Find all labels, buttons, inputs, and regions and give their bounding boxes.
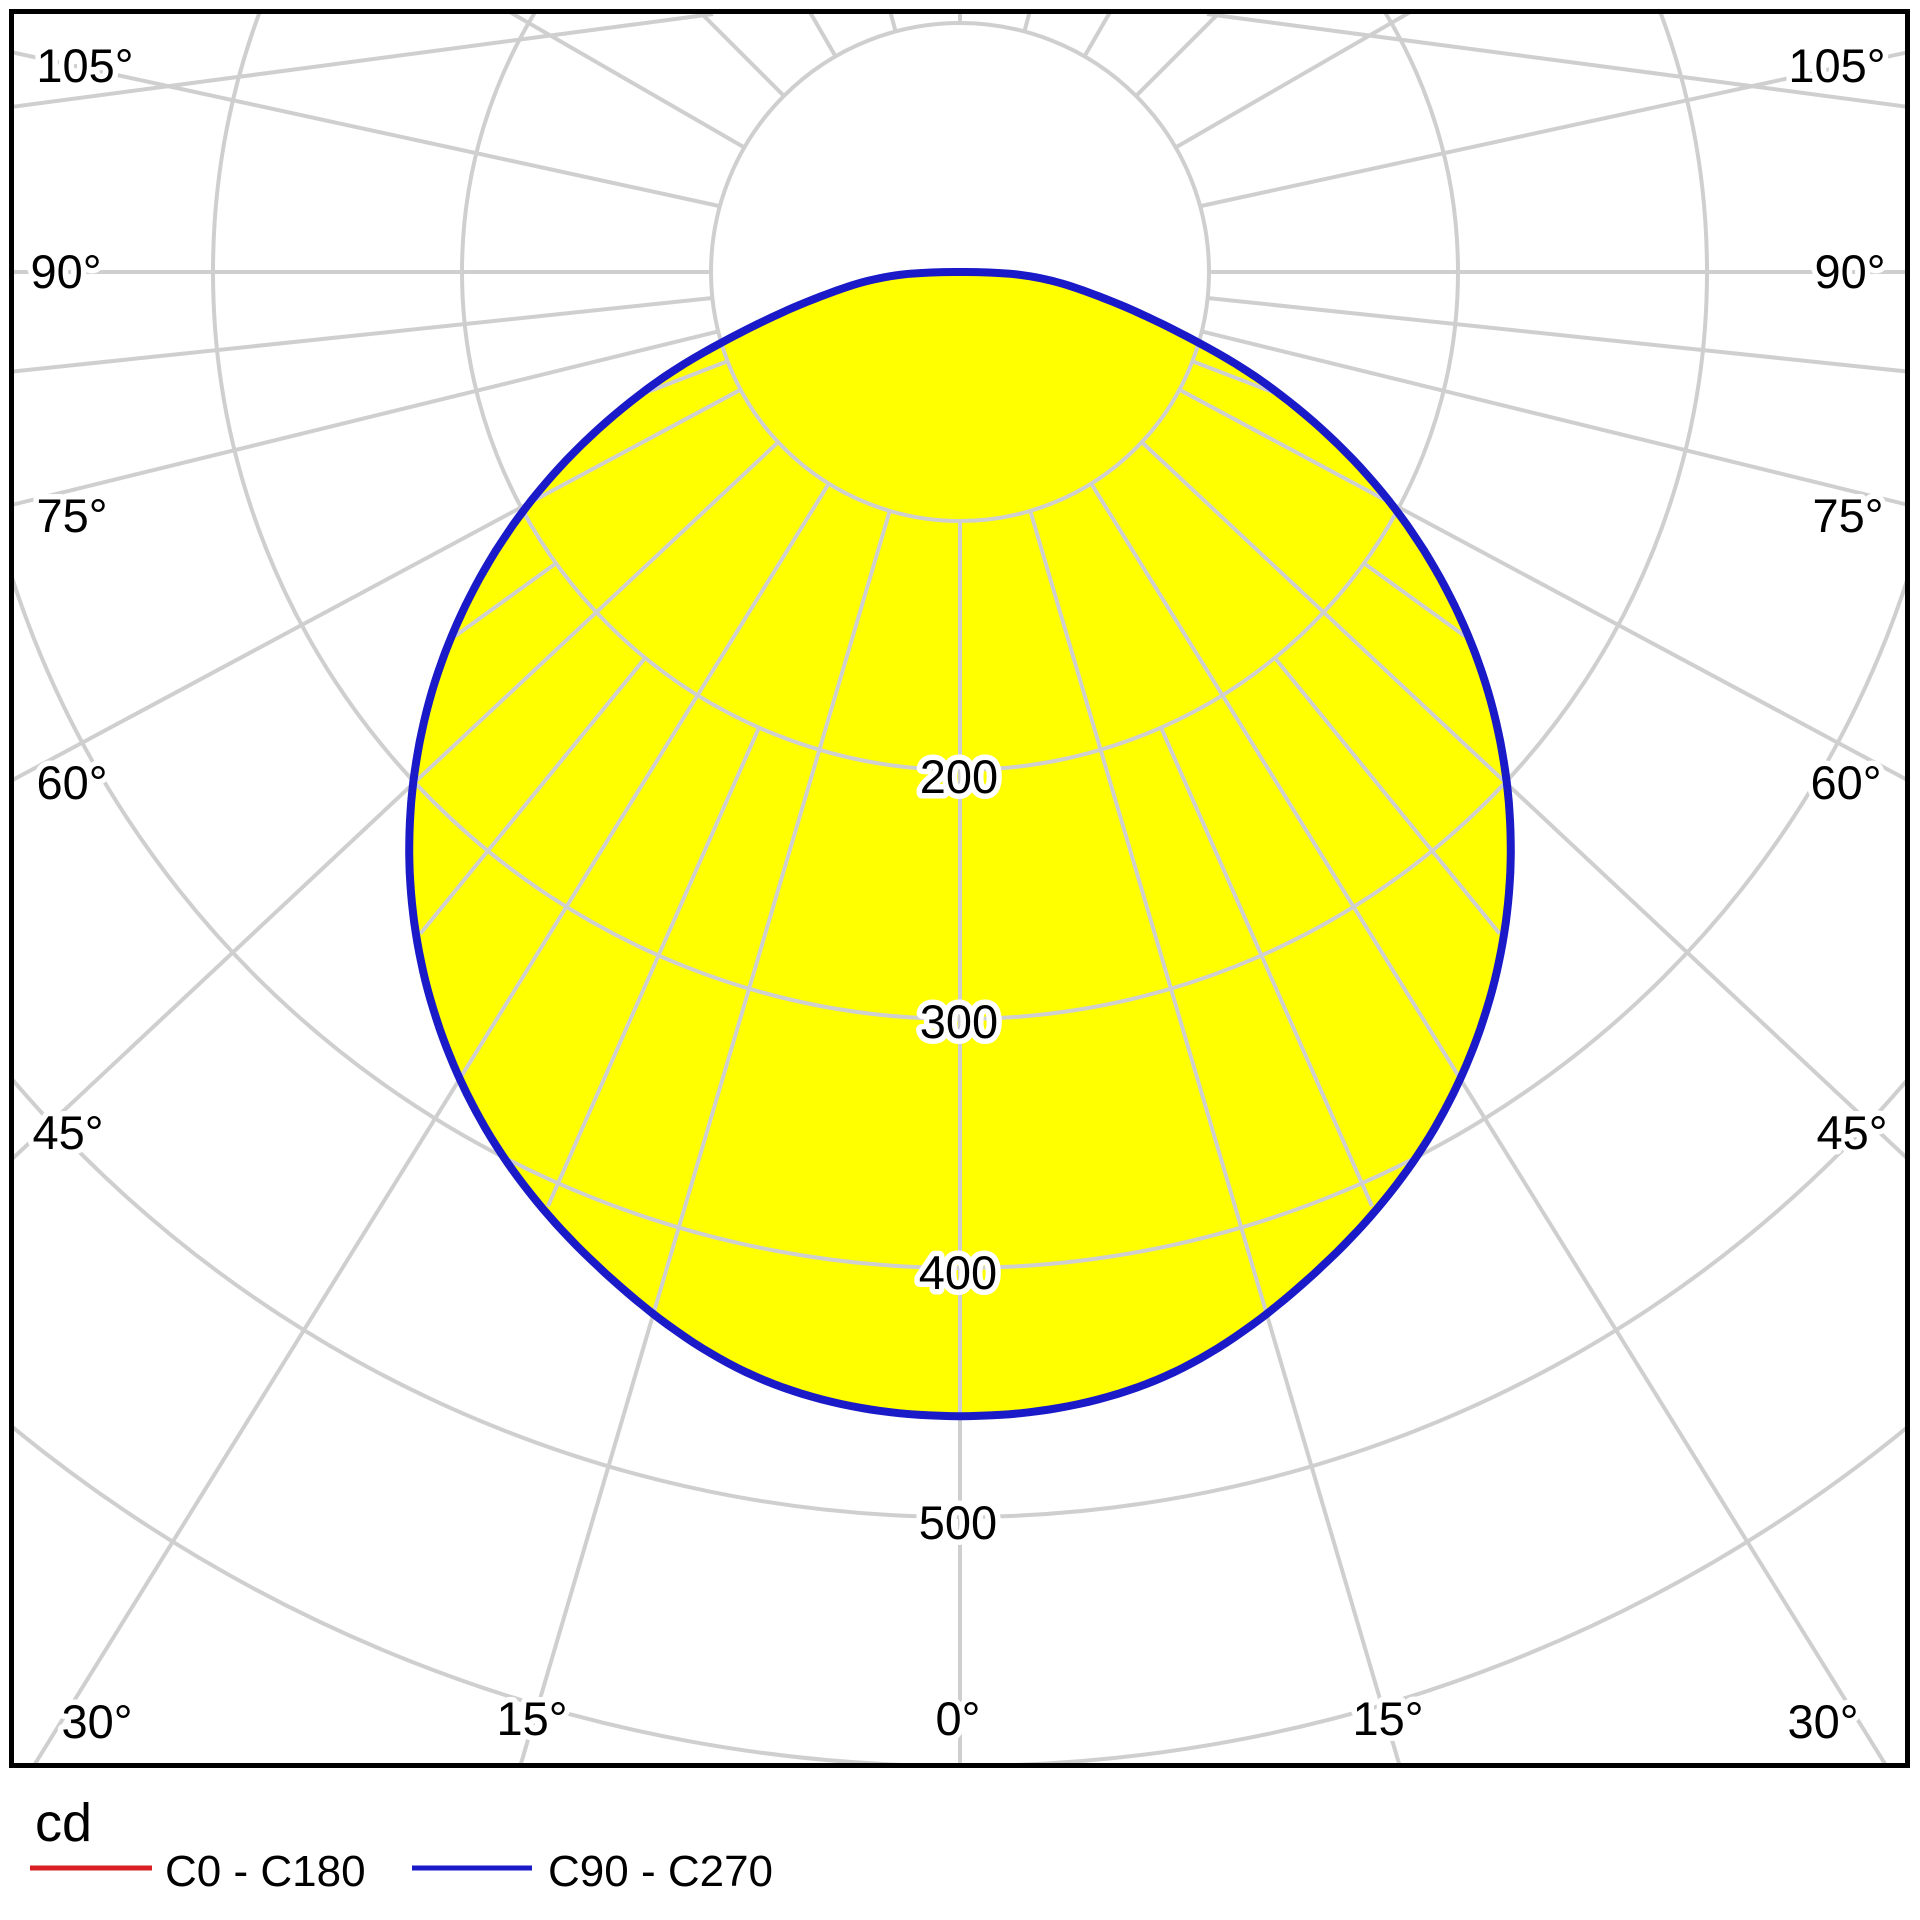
svg-text:75°: 75° xyxy=(36,489,107,542)
svg-text:0°: 0° xyxy=(936,1692,981,1745)
svg-text:300: 300 xyxy=(920,995,998,1048)
svg-text:90°: 90° xyxy=(30,245,101,298)
svg-text:75°: 75° xyxy=(1812,489,1883,542)
svg-text:45°: 45° xyxy=(32,1106,103,1159)
svg-text:500: 500 xyxy=(919,1496,997,1549)
svg-text:60°: 60° xyxy=(36,756,107,809)
svg-text:0°: 0° xyxy=(936,1692,981,1745)
svg-text:500: 500 xyxy=(919,1496,997,1549)
svg-text:400: 400 xyxy=(919,1246,997,1299)
svg-text:200: 200 xyxy=(920,750,998,803)
svg-text:60°: 60° xyxy=(36,756,107,809)
svg-text:30°: 30° xyxy=(61,1695,132,1748)
svg-text:105°: 105° xyxy=(1788,39,1885,92)
svg-text:cd: cd xyxy=(35,1793,92,1853)
svg-text:300: 300 xyxy=(920,995,998,1048)
svg-text:75°: 75° xyxy=(36,489,107,542)
svg-text:15°: 15° xyxy=(1352,1692,1423,1745)
svg-text:90°: 90° xyxy=(1814,245,1885,298)
svg-text:15°: 15° xyxy=(496,1692,567,1745)
svg-text:90°: 90° xyxy=(30,245,101,298)
svg-text:60°: 60° xyxy=(1810,756,1881,809)
svg-text:45°: 45° xyxy=(1816,1106,1887,1159)
svg-text:15°: 15° xyxy=(496,1692,567,1745)
svg-text:30°: 30° xyxy=(61,1695,132,1748)
svg-text:400: 400 xyxy=(919,1246,997,1299)
svg-text:105°: 105° xyxy=(36,39,133,92)
svg-text:75°: 75° xyxy=(1812,489,1883,542)
svg-text:45°: 45° xyxy=(32,1106,103,1159)
svg-text:90°: 90° xyxy=(1814,245,1885,298)
svg-text:105°: 105° xyxy=(1788,39,1885,92)
svg-text:200: 200 xyxy=(920,750,998,803)
svg-text:60°: 60° xyxy=(1810,756,1881,809)
svg-text:30°: 30° xyxy=(1787,1695,1858,1748)
svg-text:30°: 30° xyxy=(1787,1695,1858,1748)
svg-text:105°: 105° xyxy=(36,39,133,92)
svg-text:C90 - C270: C90 - C270 xyxy=(548,1847,773,1896)
svg-text:15°: 15° xyxy=(1352,1692,1423,1745)
svg-text:C0 - C180: C0 - C180 xyxy=(165,1847,366,1896)
svg-text:45°: 45° xyxy=(1816,1106,1887,1159)
